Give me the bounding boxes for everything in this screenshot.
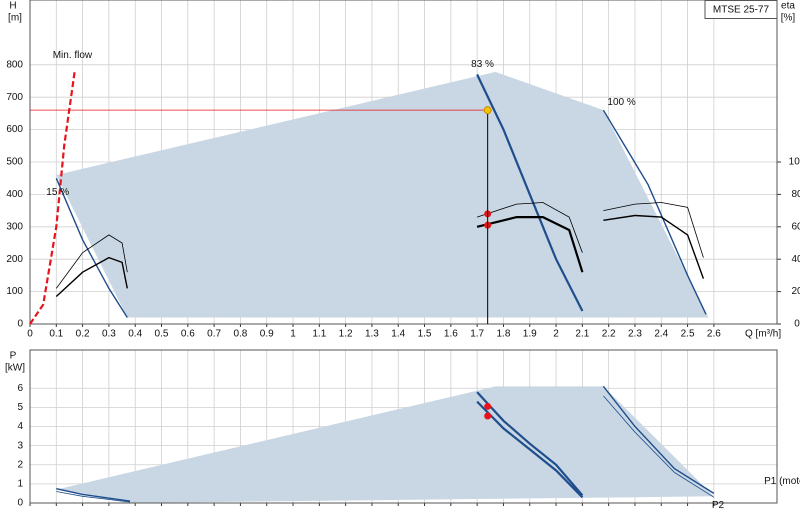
x-tick-label: 0.8 [233,329,247,340]
curve [603,202,704,258]
operating-area [56,386,714,503]
y-tick-label: 1 [17,479,23,490]
y-tick-label: 0 [17,319,23,330]
chart-title: MTSE 25-77 [713,5,770,16]
x-tick-label: 1.9 [523,329,537,340]
x-tick-label: 2.2 [602,329,616,340]
curve [476,202,583,253]
y-axis-label: H [9,1,16,12]
y-tick-label: 3 [17,440,23,451]
y-tick-label: 600 [6,124,23,135]
title-box [704,0,778,19]
y-tick-label: 6 [17,383,23,394]
y-tick-label: 4 [17,421,23,432]
curve [476,391,584,497]
curve [476,74,584,312]
curve [602,109,707,315]
x-tick-label: 2.1 [575,329,589,340]
x-tick-label: 0.3 [102,329,116,340]
x-tick-label: 2.6 [707,329,721,340]
y2-axis-label: eta [781,1,795,12]
curve-label: 83 % [471,59,494,70]
y-axis-label: P [10,351,17,362]
x-tick-label: 2.3 [628,329,642,340]
y-tick-label: 2 [17,459,23,470]
y2-tick-label: 40 [791,254,800,265]
x-tick-label: 0.7 [207,329,221,340]
curve [55,234,128,289]
x-tick-label: 0.2 [76,329,90,340]
curve [55,256,128,298]
x-tick-label: 0 [27,329,33,340]
curve [476,216,584,273]
x-tick-label: 2.5 [681,329,695,340]
y-axis-unit: [kW] [5,363,25,374]
y-tick-label: 0 [17,498,23,509]
x-tick-label: 0.4 [128,329,142,340]
curve-label: 100 % [607,97,635,108]
curve-label: P1 (motor+freq.converter) [764,476,800,487]
x-axis-label: Q [m³/h] [745,329,781,340]
y-tick-label: 100 [6,286,23,297]
y2-tick-label: 100 [789,157,800,168]
y2-tick-label: 0 [794,319,800,330]
curve [603,214,705,279]
curve [56,491,131,503]
operating-area [56,71,709,318]
curve-label: 15 % [46,187,69,198]
x-tick-label: 1.6 [444,329,458,340]
curve [56,488,131,502]
x-tick-label: 1.1 [312,329,326,340]
x-tick-label: 1.8 [496,329,510,340]
y-tick-label: 200 [6,254,23,265]
y-tick-label: 700 [6,92,23,103]
x-tick-label: 1 [290,329,296,340]
y-axis-unit: [m] [8,13,22,24]
y-tick-label: 800 [6,59,23,70]
duty-point [483,106,492,115]
y-tick-label: 400 [6,189,23,200]
x-tick-label: 0.6 [181,329,195,340]
x-tick-label: 0.9 [260,329,274,340]
duty-point [484,412,492,420]
y-tick-label: 500 [6,157,23,168]
curve [603,395,715,498]
curve [476,400,584,499]
curve-label: Min. flow [53,50,93,61]
x-tick-label: 1.5 [418,329,432,340]
y-tick-label: 5 [17,402,23,413]
plot-frame [29,349,778,504]
duty-point [484,402,492,410]
x-tick-label: 1.3 [365,329,379,340]
x-tick-label: 2 [553,329,559,340]
curve [29,71,76,325]
x-tick-label: 1.4 [391,329,405,340]
curve-label: P2 [712,500,725,511]
y2-tick-label: 80 [791,189,800,200]
y2-tick-label: 60 [791,221,800,232]
x-tick-label: 0.5 [155,329,169,340]
y-tick-label: 300 [6,221,23,232]
x-tick-label: 2.4 [654,329,668,340]
y2-axis-unit: [%] [781,13,796,24]
x-tick-label: 0.1 [49,329,63,340]
x-tick-label: 1.7 [470,329,484,340]
x-tick-label: 1.2 [339,329,353,340]
plot-frame [29,0,778,325]
y2-tick-label: 20 [791,286,800,297]
curve [602,385,715,494]
